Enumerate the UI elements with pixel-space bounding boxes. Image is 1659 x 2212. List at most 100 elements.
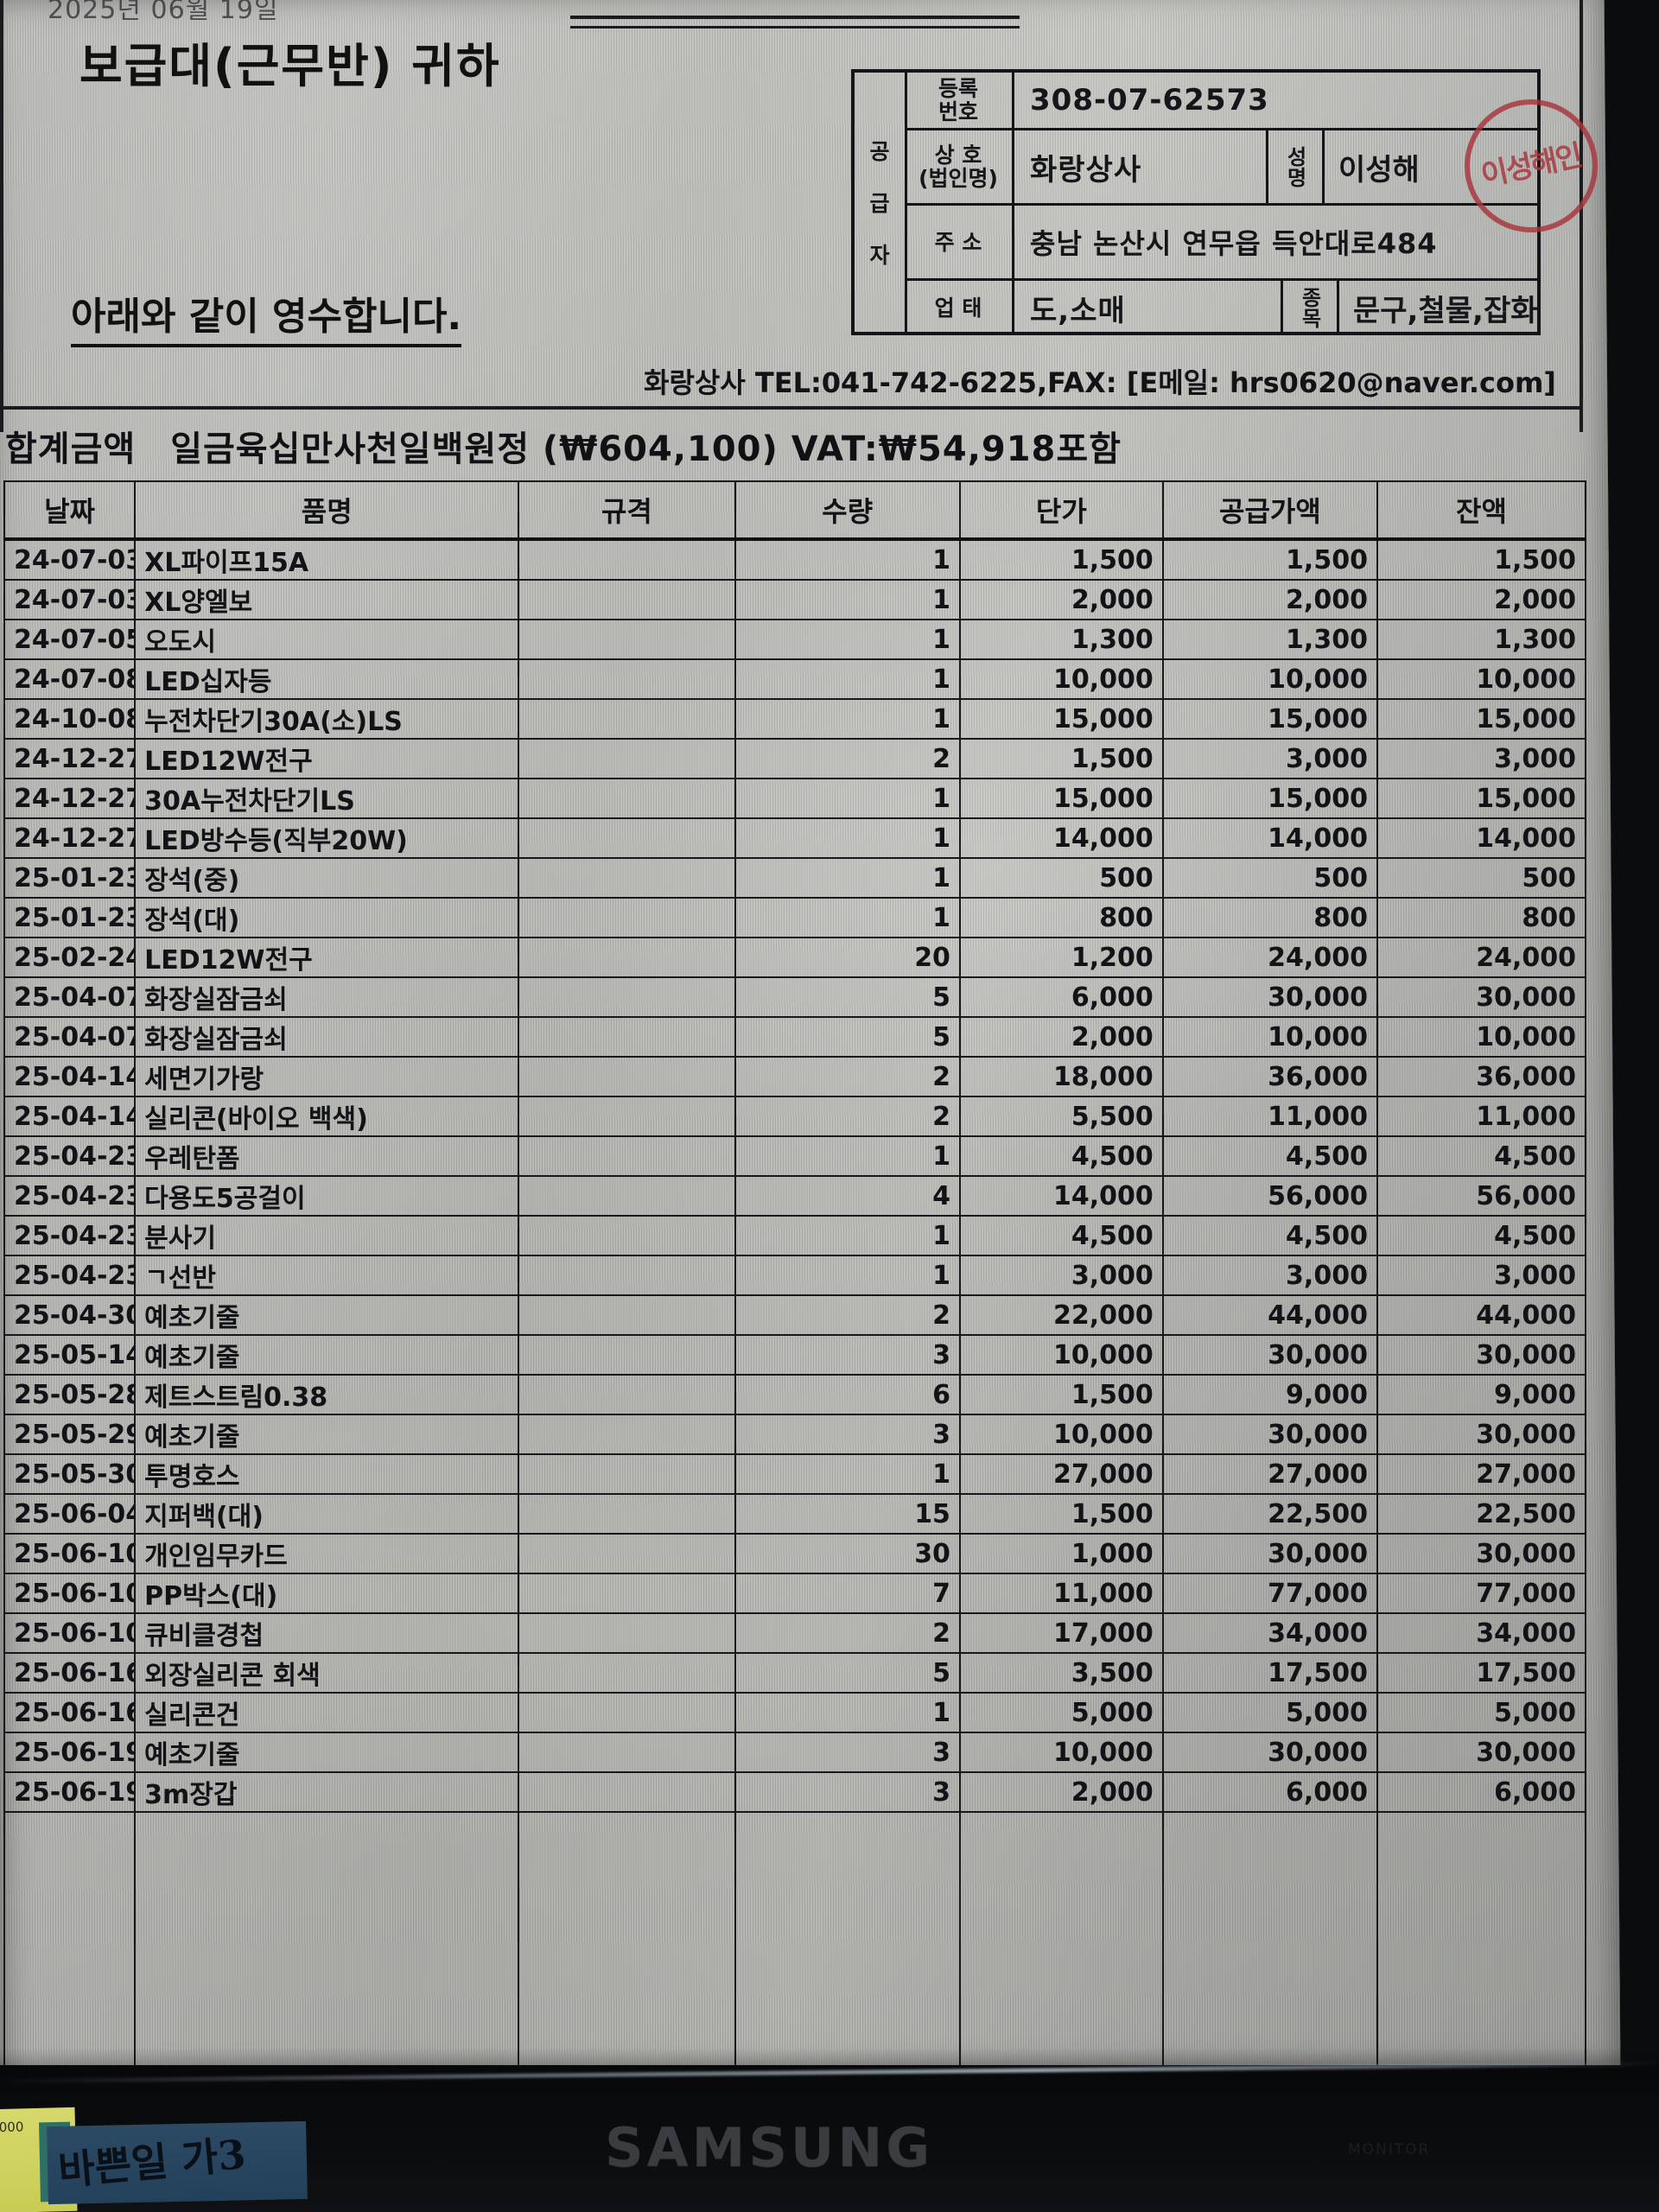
item-spec xyxy=(518,1175,736,1217)
item-date: 25-05-29 xyxy=(3,1414,137,1455)
item-supply-amount: 27,000 xyxy=(1161,1453,1378,1495)
item-supply-amount: 77,000 xyxy=(1161,1573,1378,1614)
blue-note-handwriting: 바쁜일 가3 xyxy=(56,2130,248,2195)
cut-off-top-date: 2025년 06월 19일 xyxy=(48,0,279,25)
item-supply-amount: 30,000 xyxy=(1161,976,1378,1018)
item-date: 25-04-14 xyxy=(3,1096,137,1137)
item-name: 예초기줄 xyxy=(134,1414,520,1455)
item-qty: 1 xyxy=(734,1135,961,1177)
item-supply-amount: 36,000 xyxy=(1161,1056,1378,1097)
table-row: 25-04-14 세면기가랑 2 18,000 36,000 36,000 xyxy=(3,1056,1587,1097)
item-unit-price: 5,500 xyxy=(958,1096,1164,1137)
item-name: 장석(중) xyxy=(134,857,520,899)
item-balance: 11,000 xyxy=(1376,1096,1587,1137)
table-row: 25-05-30 투명호스 1 27,000 27,000 27,000 xyxy=(3,1453,1587,1495)
item-qty: 2 xyxy=(734,1096,961,1137)
item-supply-amount: 44,000 xyxy=(1161,1294,1378,1336)
item-balance: 500 xyxy=(1376,857,1587,899)
supplier-value-business-type: 도,소매 xyxy=(1030,293,1126,328)
item-balance: 17,500 xyxy=(1376,1652,1587,1694)
item-name: 예초기줄 xyxy=(134,1334,520,1376)
item-spec xyxy=(518,1215,736,1256)
item-date: 24-07-03 xyxy=(3,538,137,581)
item-date: 25-04-23 xyxy=(3,1135,137,1177)
item-balance: 34,000 xyxy=(1376,1612,1587,1654)
summary-top-rule xyxy=(3,406,1580,410)
item-qty: 6 xyxy=(734,1374,961,1415)
supplier-value-address: 충남 논산시 연무읍 득안대로484 xyxy=(1030,227,1438,260)
item-unit-price: 22,000 xyxy=(958,1294,1164,1336)
table-row: 25-01-23 장석(중) 1 500 500 500 xyxy=(3,857,1587,899)
item-date: 25-04-30 xyxy=(3,1294,137,1336)
item-qty: 1 xyxy=(734,897,961,938)
recipient-title: 보급대(근무반) 귀하 xyxy=(79,39,501,93)
empty-cell-date xyxy=(3,1811,137,2092)
item-supply-amount: 11,000 xyxy=(1161,1096,1378,1137)
item-qty: 1 xyxy=(734,857,961,899)
item-supply-amount: 2,000 xyxy=(1161,579,1378,620)
receipt-statement: 아래와 같이 영수합니다. xyxy=(71,285,462,347)
item-date: 25-04-14 xyxy=(3,1056,137,1097)
item-balance: 15,000 xyxy=(1376,778,1587,819)
item-date: 25-06-10 xyxy=(3,1573,137,1614)
item-name: 예초기줄 xyxy=(134,1732,520,1773)
top-rule-2 xyxy=(570,26,1020,29)
item-qty: 1 xyxy=(734,1215,961,1256)
item-qty: 3 xyxy=(734,1414,961,1455)
col-header-balance: 잔액 xyxy=(1376,480,1587,541)
total-amount-label: 합계금액 xyxy=(5,429,137,469)
table-row: 24-07-08 LED십자등 1 10,000 10,000 10,000 xyxy=(3,658,1587,700)
item-balance: 1,300 xyxy=(1376,619,1587,660)
supplier-value-representative: 이성해 xyxy=(1338,152,1420,188)
item-qty: 30 xyxy=(734,1533,961,1574)
item-unit-price: 15,000 xyxy=(958,778,1164,819)
item-date: 25-06-04 xyxy=(3,1493,137,1535)
item-date: 24-12-27 xyxy=(3,738,137,779)
item-date: 25-02-24 xyxy=(3,937,137,978)
table-row: 25-04-14 실리콘(바이오 백색) 2 5,500 11,000 11,000 xyxy=(3,1096,1587,1137)
table-row: 25-02-24 LED12W전구 20 1,200 24,000 24,000 xyxy=(3,937,1587,978)
item-supply-amount: 3,000 xyxy=(1161,1255,1378,1296)
item-unit-price: 27,000 xyxy=(958,1453,1164,1495)
item-balance: 4,500 xyxy=(1376,1215,1587,1256)
item-spec xyxy=(518,1493,736,1535)
item-unit-price: 3,500 xyxy=(958,1652,1164,1694)
item-spec xyxy=(518,1135,736,1177)
item-spec xyxy=(518,1016,736,1058)
table-header-row: 날짜 품명 규격 수량 단가 공급가액 잔액 xyxy=(3,480,1587,541)
item-spec xyxy=(518,738,736,779)
item-supply-amount: 30,000 xyxy=(1161,1533,1378,1574)
item-qty: 1 xyxy=(734,817,961,859)
samsung-brand-logo: SAMSUNG xyxy=(605,2116,934,2179)
empty-cell-qty xyxy=(734,1811,961,2092)
table-row: 25-06-10 PP박스(대) 7 11,000 77,000 77,000 xyxy=(3,1573,1587,1614)
item-qty: 2 xyxy=(734,738,961,779)
item-supply-amount: 4,500 xyxy=(1161,1135,1378,1177)
item-name: 화장실잠금쇠 xyxy=(134,976,520,1018)
table-row: 25-06-10 개인임무카드 30 1,000 30,000 30,000 xyxy=(3,1533,1587,1574)
item-name: 분사기 xyxy=(134,1215,520,1256)
item-spec xyxy=(518,1294,736,1336)
item-supply-amount: 30,000 xyxy=(1161,1334,1378,1376)
item-balance: 4,500 xyxy=(1376,1135,1587,1177)
item-name: 누전차단기30A(소)LS xyxy=(134,698,520,740)
item-qty: 1 xyxy=(734,778,961,819)
supplier-label-business-item: 종목 xyxy=(1281,281,1339,334)
item-supply-amount: 6,000 xyxy=(1161,1771,1378,1813)
item-date: 25-01-23 xyxy=(3,897,137,938)
item-qty: 3 xyxy=(734,1334,961,1376)
table-row: 24-07-05 오도시 1 1,300 1,300 1,300 xyxy=(3,619,1587,660)
col-header-spec: 규격 xyxy=(518,480,736,541)
empty-cell-item xyxy=(134,1811,520,2092)
item-supply-amount: 1,500 xyxy=(1161,538,1378,581)
col-header-price: 단가 xyxy=(958,480,1164,541)
table-row: 24-07-03 XL양엘보 1 2,000 2,000 2,000 xyxy=(3,579,1587,620)
item-unit-price: 1,500 xyxy=(958,1374,1164,1415)
table-row: 25-06-04 지퍼백(대) 15 1,500 22,500 22,500 xyxy=(3,1493,1587,1535)
item-spec xyxy=(518,619,736,660)
supplier-value-registration: 308-07-62573 xyxy=(1030,83,1269,118)
supplier-contact-line: 화랑상사 TEL:041-742-6225,FAX: [E메일: hrs0620… xyxy=(644,366,1556,399)
item-unit-price: 1,200 xyxy=(958,937,1164,978)
item-supply-amount: 9,000 xyxy=(1161,1374,1378,1415)
